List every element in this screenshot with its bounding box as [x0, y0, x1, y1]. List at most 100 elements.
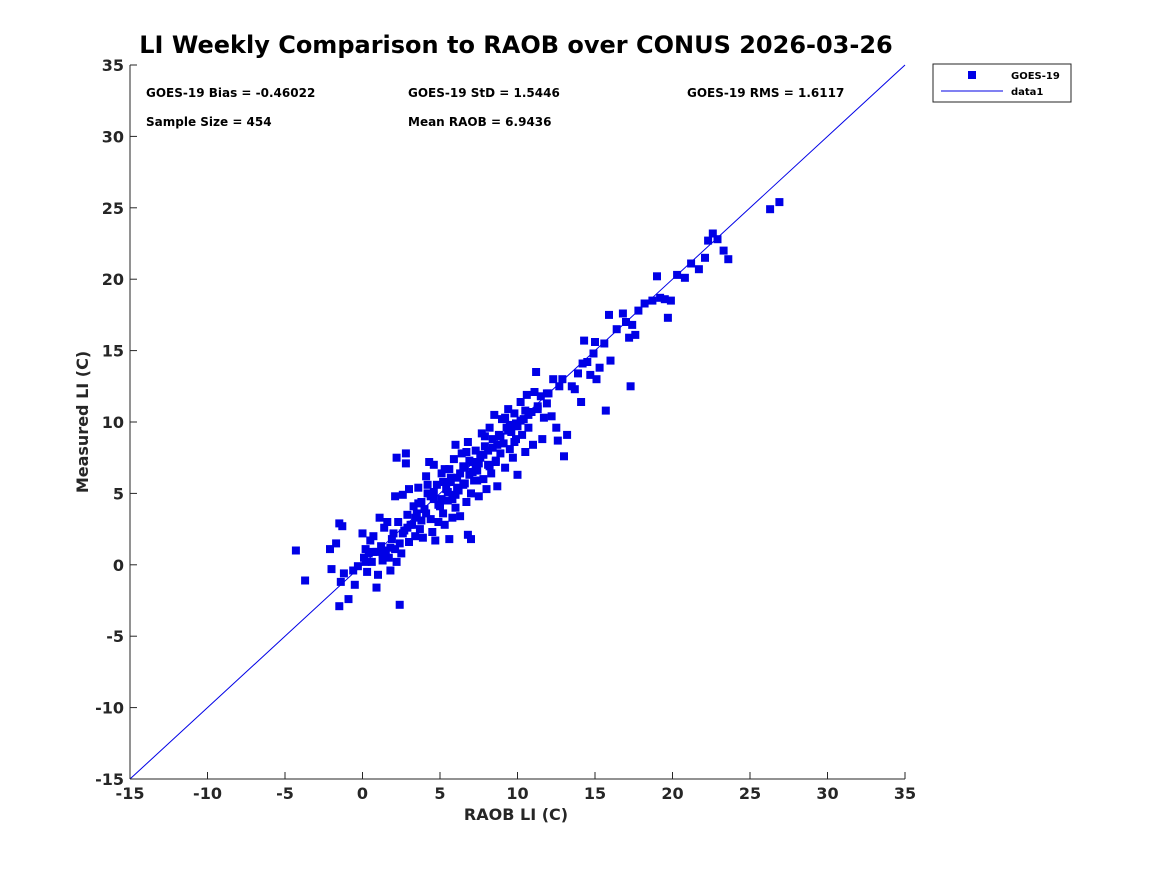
- data-point: [524, 423, 533, 432]
- data-point: [327, 565, 336, 574]
- data-point: [591, 338, 599, 346]
- data-point: [467, 535, 475, 544]
- data-point: [384, 553, 393, 562]
- y-tick-label: 35: [102, 56, 124, 75]
- data-point: [392, 453, 401, 462]
- data-point: [468, 468, 477, 476]
- data-point: [542, 399, 551, 408]
- data-point: [701, 253, 709, 262]
- data-point: [414, 483, 423, 492]
- data-point: [640, 299, 649, 308]
- data-point: [350, 580, 359, 589]
- data-point: [398, 529, 407, 538]
- rms-annotation: GOES-19 RMS = 1.6117: [687, 86, 844, 100]
- data-point: [485, 423, 494, 432]
- data-point: [462, 448, 471, 456]
- data-point: [358, 529, 367, 538]
- data-point: [437, 469, 446, 478]
- data-point: [493, 482, 502, 491]
- data-point: [339, 569, 348, 578]
- x-tick-label: 30: [816, 784, 838, 803]
- data-point: [364, 549, 373, 558]
- data-point: [465, 456, 474, 465]
- data-point: [360, 553, 368, 562]
- y-tick-label: -10: [95, 699, 124, 718]
- data-point: [463, 438, 472, 446]
- data-point: [395, 600, 404, 609]
- x-tick-label: 25: [739, 784, 761, 803]
- data-point: [487, 469, 496, 478]
- data-point: [440, 465, 449, 474]
- data-point: [338, 522, 347, 531]
- data-point: [474, 459, 483, 468]
- data-point: [560, 452, 568, 461]
- data-point: [372, 583, 381, 592]
- bias-annotation: GOES-19 Bias = -0.46022: [146, 86, 315, 100]
- data-point: [485, 462, 494, 471]
- data-point: [628, 320, 637, 329]
- data-point: [694, 265, 703, 274]
- std-annotation: GOES-19 StD = 1.5446: [408, 86, 560, 100]
- data-point: [513, 470, 522, 479]
- data-point: [631, 330, 640, 339]
- data-point: [518, 430, 527, 439]
- data-point: [583, 358, 592, 366]
- data-point: [431, 536, 440, 545]
- data-point: [445, 465, 454, 474]
- data-point: [626, 382, 635, 391]
- data-point: [724, 255, 733, 264]
- sample-size-annotation: Sample Size = 454: [146, 115, 272, 129]
- data-point: [378, 549, 387, 558]
- y-tick-label: 25: [102, 199, 124, 218]
- data-point: [510, 438, 519, 446]
- data-point: [392, 557, 401, 566]
- data-point: [480, 432, 489, 441]
- data-point: [380, 523, 389, 532]
- data-point: [453, 483, 462, 492]
- data-point: [606, 356, 615, 365]
- data-point: [600, 339, 609, 348]
- data-point: [401, 449, 410, 458]
- y-tick-label: 20: [102, 270, 124, 289]
- data-point: [398, 490, 407, 499]
- data-point: [425, 458, 434, 466]
- data-point: [488, 435, 497, 444]
- x-tick-label: 5: [434, 784, 445, 803]
- data-point: [536, 392, 545, 401]
- data-point: [411, 532, 420, 541]
- data-point: [332, 539, 341, 548]
- data-point: [521, 448, 530, 456]
- data-point: [522, 390, 531, 399]
- data-point: [411, 513, 420, 522]
- data-point: [383, 518, 392, 526]
- data-point: [412, 509, 421, 518]
- data-point: [471, 446, 480, 455]
- data-point: [574, 369, 582, 378]
- data-point: [775, 198, 784, 207]
- data-point: [552, 423, 561, 432]
- data-point: [719, 246, 728, 255]
- legend-box: [932, 63, 1072, 103]
- data-point: [451, 440, 460, 449]
- mean-raob-annotation: Mean RAOB = 6.9436: [408, 115, 552, 129]
- data-point: [473, 476, 482, 485]
- data-point: [301, 576, 310, 585]
- data-point: [422, 472, 431, 481]
- data-point: [505, 445, 514, 454]
- data-point: [713, 235, 722, 244]
- data-point: [491, 458, 500, 466]
- data-point: [524, 410, 533, 419]
- data-point: [704, 236, 713, 245]
- data-point: [592, 375, 601, 384]
- data-point: [533, 402, 542, 411]
- data-point: [542, 389, 551, 398]
- data-point: [474, 492, 483, 501]
- data-point: [443, 488, 452, 496]
- legend-label-goes19: GOES-19: [1011, 71, 1060, 82]
- data-point: [463, 530, 472, 539]
- data-point: [446, 478, 455, 486]
- data-point: [496, 432, 505, 441]
- y-axis-label: Measured LI (C): [73, 351, 92, 493]
- data-point: [344, 595, 353, 604]
- data-point: [648, 296, 657, 305]
